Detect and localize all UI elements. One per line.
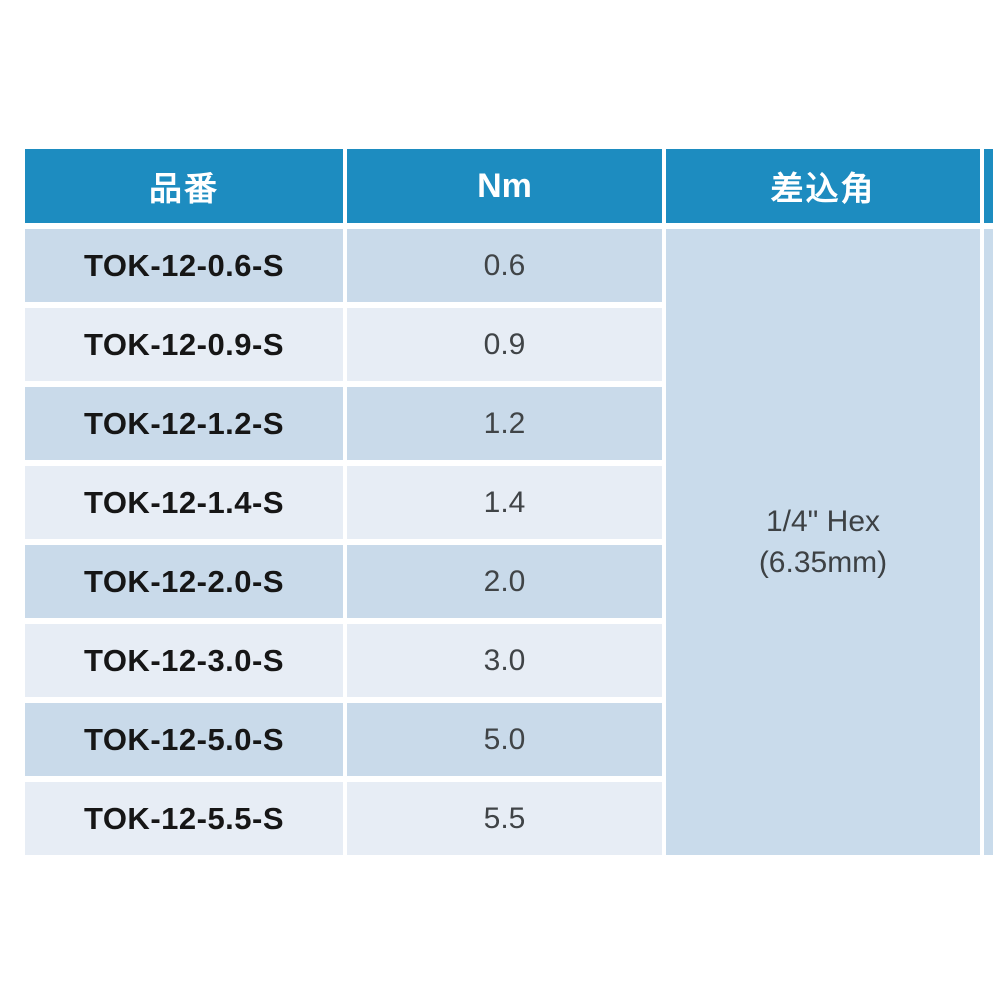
part-number-cell: TOK-12-5.0-S bbox=[25, 703, 343, 776]
cropped-column-body-sliver bbox=[984, 229, 993, 855]
nm-value-cell: 5.0 bbox=[347, 703, 662, 776]
nm-value-cell: 3.0 bbox=[347, 624, 662, 697]
drive-size-line2: (6.35mm) bbox=[758, 546, 888, 579]
column-header-part-number: 品番 bbox=[25, 149, 343, 223]
drive-size-merged-cell: 1/4" Hex (6.35mm) bbox=[666, 229, 980, 855]
nm-value-cell: 5.5 bbox=[347, 782, 662, 855]
part-number-cell: TOK-12-1.2-S bbox=[25, 387, 343, 460]
column-header-nm: Nm bbox=[347, 149, 662, 223]
drive-size-line1: 1/4" Hex bbox=[765, 505, 881, 538]
part-number-cell: TOK-12-1.4-S bbox=[25, 466, 343, 539]
nm-value-cell: 0.6 bbox=[347, 229, 662, 302]
nm-value-cell: 0.9 bbox=[347, 308, 662, 381]
nm-value-cell: 1.2 bbox=[347, 387, 662, 460]
cropped-column-header-sliver bbox=[984, 149, 993, 223]
nm-value-cell: 1.4 bbox=[347, 466, 662, 539]
part-number-cell: TOK-12-5.5-S bbox=[25, 782, 343, 855]
part-number-cell: TOK-12-0.9-S bbox=[25, 308, 343, 381]
part-number-cell: TOK-12-3.0-S bbox=[25, 624, 343, 697]
torque-spec-table: 品番 Nm 差込角 1/4" Hex (6.35mm) TOK-12-0.6-S… bbox=[25, 149, 993, 855]
part-number-cell: TOK-12-0.6-S bbox=[25, 229, 343, 302]
part-number-cell: TOK-12-2.0-S bbox=[25, 545, 343, 618]
column-header-drive-size: 差込角 bbox=[666, 149, 980, 223]
nm-value-cell: 2.0 bbox=[347, 545, 662, 618]
